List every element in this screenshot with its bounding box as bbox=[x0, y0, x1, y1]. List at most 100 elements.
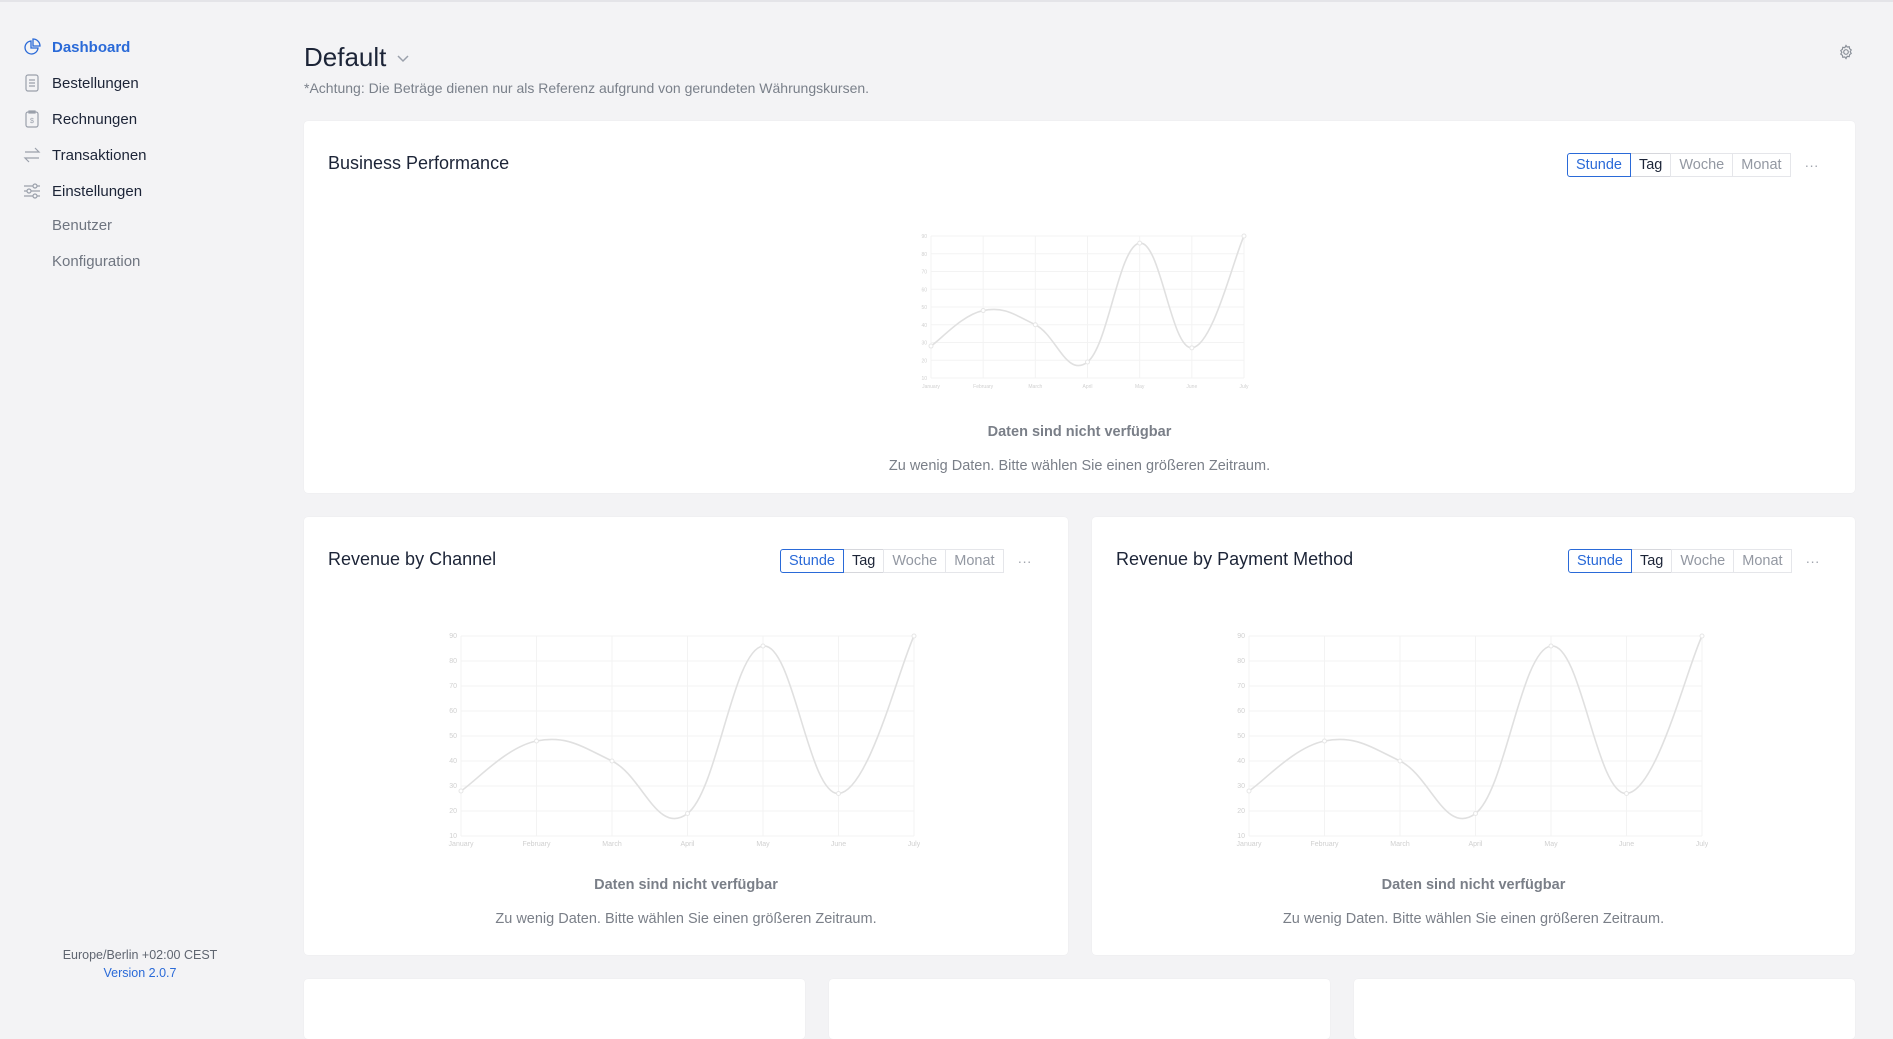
sidebar-item-label: Einstellungen bbox=[52, 182, 143, 200]
period-monat-button[interactable]: Monat bbox=[945, 549, 1004, 573]
period-tag-button[interactable]: Tag bbox=[1630, 549, 1673, 573]
data-point bbox=[911, 633, 917, 639]
data-point bbox=[1032, 322, 1038, 328]
y-tick-label: 30 bbox=[449, 783, 457, 790]
sidebar-item-label: Bestellungen bbox=[52, 74, 139, 92]
pie-chart-icon bbox=[22, 37, 42, 57]
y-tick-label: 20 bbox=[921, 358, 927, 364]
business-performance-card: Business Performance Stunde Tag Woche Monat… bbox=[304, 121, 1855, 493]
sidebar-item-dashboard[interactable]: Dashboard bbox=[22, 37, 130, 57]
sliders-icon bbox=[22, 181, 42, 201]
period-selector: Stunde Tag Woche Monat ··· bbox=[1568, 549, 1820, 573]
data-point bbox=[458, 788, 464, 794]
placeholder-line-chart: 10 20 30 40 50 60 70 80 90 January February March Ap… bbox=[449, 633, 920, 848]
dashboard-card bbox=[1354, 979, 1855, 1039]
revenue-by-channel-card: Revenue by Channel Stunde Tag Woche Monat ··… bbox=[304, 517, 1068, 955]
period-woche-button[interactable]: Woche bbox=[883, 549, 947, 573]
card-title: Business Performance bbox=[328, 153, 510, 173]
sidebar-item-rechnungen[interactable]: $ Rechnungen bbox=[22, 109, 137, 129]
chevron-down-icon bbox=[397, 54, 409, 62]
x-tick-label: July bbox=[908, 841, 920, 848]
x-tick-label: July bbox=[1240, 384, 1249, 390]
currency-note: *Achtung: Die Beträge dienen nur als Ref… bbox=[304, 80, 870, 96]
dashboard-selector[interactable]: Default bbox=[304, 42, 410, 73]
period-stunde-button[interactable]: Stunde bbox=[1567, 153, 1631, 177]
y-tick-label: 40 bbox=[921, 323, 927, 329]
y-tick-label: 90 bbox=[921, 234, 927, 240]
period-monat-button[interactable]: Monat bbox=[1732, 153, 1791, 177]
empty-state-title: Daten sind nicht verfügbar bbox=[1381, 877, 1566, 893]
empty-state-message: Zu wenig Daten. Bitte wählen Sie einen g… bbox=[1282, 911, 1665, 927]
data-point bbox=[685, 811, 690, 816]
period-stunde-button[interactable]: Stunde bbox=[1568, 549, 1632, 573]
x-tick-label: July bbox=[1696, 841, 1708, 848]
data-point bbox=[980, 308, 986, 314]
sidebar-item-bestellungen[interactable]: Bestellungen bbox=[22, 73, 139, 93]
x-tick-label: June bbox=[1186, 384, 1197, 390]
period-tag-button[interactable]: Tag bbox=[1629, 153, 1672, 177]
period-woche-button[interactable]: Woche bbox=[1671, 549, 1735, 573]
y-tick-label: 90 bbox=[1237, 633, 1245, 640]
y-tick-label: 60 bbox=[1237, 708, 1245, 715]
empty-state-title: Daten sind nicht verfügbar bbox=[594, 877, 778, 893]
period-tag-button[interactable]: Tag bbox=[842, 549, 885, 573]
more-options-button[interactable]: ··· bbox=[1804, 157, 1819, 173]
y-tick-label: 10 bbox=[449, 833, 457, 840]
x-tick-label: June bbox=[831, 841, 846, 848]
dashboard-card bbox=[829, 979, 1330, 1039]
x-tick-label: May bbox=[1135, 384, 1145, 390]
x-tick-label: May bbox=[1544, 841, 1558, 848]
data-point bbox=[928, 343, 934, 349]
sidebar-item-benutzer[interactable]: Benutzer bbox=[52, 217, 112, 234]
y-tick-label: 30 bbox=[1237, 783, 1245, 790]
dashboard-card bbox=[304, 979, 805, 1039]
sidebar: Dashboard Bestellungen $ Rechnungen Tran… bbox=[0, 2, 280, 1014]
empty-state-title: Daten sind nicht verfügbar bbox=[987, 424, 1172, 440]
data-point bbox=[1241, 233, 1247, 239]
x-tick-label: June bbox=[1619, 841, 1634, 848]
sidebar-item-label: Konfiguration bbox=[52, 253, 141, 270]
version-link[interactable]: Version 2.0.7 bbox=[103, 966, 177, 980]
y-tick-label: 50 bbox=[1237, 733, 1245, 740]
card-title: Revenue by Payment Method bbox=[1116, 549, 1354, 569]
y-tick-label: 60 bbox=[921, 287, 927, 293]
x-tick-label: January bbox=[1237, 841, 1262, 848]
data-point bbox=[1624, 791, 1629, 796]
x-tick-label: February bbox=[973, 384, 994, 390]
settings-gear-icon[interactable] bbox=[1838, 44, 1854, 65]
y-tick-label: 20 bbox=[1237, 808, 1245, 815]
data-point bbox=[1085, 359, 1090, 365]
period-stunde-button[interactable]: Stunde bbox=[780, 549, 844, 573]
data-point bbox=[836, 791, 841, 796]
data-point bbox=[1397, 758, 1403, 764]
period-selector: Stunde Tag Woche Monat ··· bbox=[1567, 153, 1819, 177]
more-options-button[interactable]: ··· bbox=[1805, 553, 1820, 569]
y-tick-label: 90 bbox=[449, 633, 457, 640]
data-point bbox=[1322, 738, 1327, 744]
data-point bbox=[1137, 240, 1143, 246]
x-tick-label: March bbox=[1390, 841, 1410, 848]
period-selector: Stunde Tag Woche Monat ··· bbox=[780, 549, 1032, 573]
y-tick-label: 10 bbox=[921, 376, 927, 382]
y-tick-label: 70 bbox=[921, 270, 927, 276]
x-tick-label: February bbox=[1310, 841, 1339, 848]
y-tick-label: 50 bbox=[921, 305, 927, 311]
sidebar-item-konfiguration[interactable]: Konfiguration bbox=[52, 253, 140, 270]
empty-state-message: Zu wenig Daten. Bitte wählen Sie einen g… bbox=[495, 911, 877, 927]
y-tick-label: 40 bbox=[449, 758, 457, 765]
empty-state-message: Zu wenig Daten. Bitte wählen Sie einen g… bbox=[888, 458, 1271, 474]
period-monat-button[interactable]: Monat bbox=[1733, 549, 1792, 573]
x-tick-label: April bbox=[1468, 841, 1482, 848]
y-tick-label: 60 bbox=[449, 708, 457, 715]
data-point bbox=[1699, 633, 1705, 639]
data-point bbox=[1246, 788, 1252, 794]
sidebar-item-einstellungen[interactable]: Einstellungen bbox=[22, 181, 142, 201]
sidebar-item-label: Rechnungen bbox=[52, 110, 138, 128]
data-point bbox=[1548, 643, 1554, 649]
y-tick-label: 10 bbox=[1237, 833, 1245, 840]
sidebar-item-transaktionen[interactable]: Transaktionen bbox=[22, 145, 147, 165]
y-tick-label: 20 bbox=[449, 808, 457, 815]
x-tick-label: January bbox=[449, 841, 474, 848]
period-woche-button[interactable]: Woche bbox=[1670, 153, 1734, 177]
more-options-button[interactable]: ··· bbox=[1017, 553, 1032, 569]
